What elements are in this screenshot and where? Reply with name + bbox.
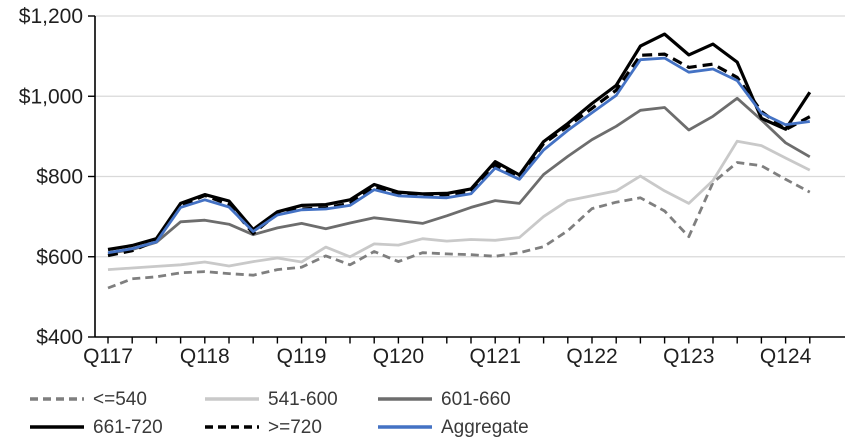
svg-text:Q119: Q119	[277, 345, 327, 368]
svg-text:Q120: Q120	[373, 345, 424, 368]
legend-item-aggregate: Aggregate	[378, 418, 638, 437]
legend-item-661-720: 661-720	[30, 418, 205, 437]
legend-dashed-gray-line-icon	[30, 397, 84, 401]
legend-label-601-660: 601-660	[441, 388, 511, 410]
svg-text:Q124: Q124	[760, 345, 812, 368]
legend-black-line-icon	[30, 425, 84, 429]
legend-light-gray-line-icon	[205, 397, 259, 401]
legend-dashed-black-line-icon	[205, 425, 259, 429]
legend-item-le540: <=540	[30, 390, 205, 409]
svg-text:Q118: Q118	[180, 345, 230, 368]
svg-text:$1,200: $1,200	[19, 5, 83, 28]
legend-label-ge720: >=720	[268, 416, 322, 438]
legend-label-541-600: 541-600	[268, 388, 338, 410]
line-chart-plot-area: $400 $600 $800 $1,000 $1,200 Q117 Q118 Q119 Q120…	[19, 5, 845, 368]
svg-text:Q117: Q117	[83, 345, 133, 368]
svg-text:$1,000: $1,000	[19, 85, 83, 108]
svg-text:$800: $800	[36, 166, 83, 189]
legend-dark-gray-line-icon	[378, 397, 432, 401]
legend-label-661-720: 661-720	[93, 416, 163, 438]
legend-blue-line-icon	[378, 425, 432, 429]
chart-legend: <=540 541-600 601-660 661-720 >=720 Aggr…	[30, 385, 638, 441]
legend-item-ge720: >=720	[205, 418, 378, 437]
svg-text:$400: $400	[36, 326, 83, 349]
svg-text:Q121: Q121	[470, 345, 521, 368]
legend-item-541-600: 541-600	[205, 390, 378, 409]
legend-item-601-660: 601-660	[378, 390, 638, 409]
legend-label-le540: <=540	[93, 388, 147, 410]
svg-text:Q122: Q122	[566, 345, 617, 368]
legend-label-aggregate: Aggregate	[441, 416, 529, 438]
svg-text:$600: $600	[36, 246, 83, 269]
svg-text:Q123: Q123	[663, 345, 714, 368]
